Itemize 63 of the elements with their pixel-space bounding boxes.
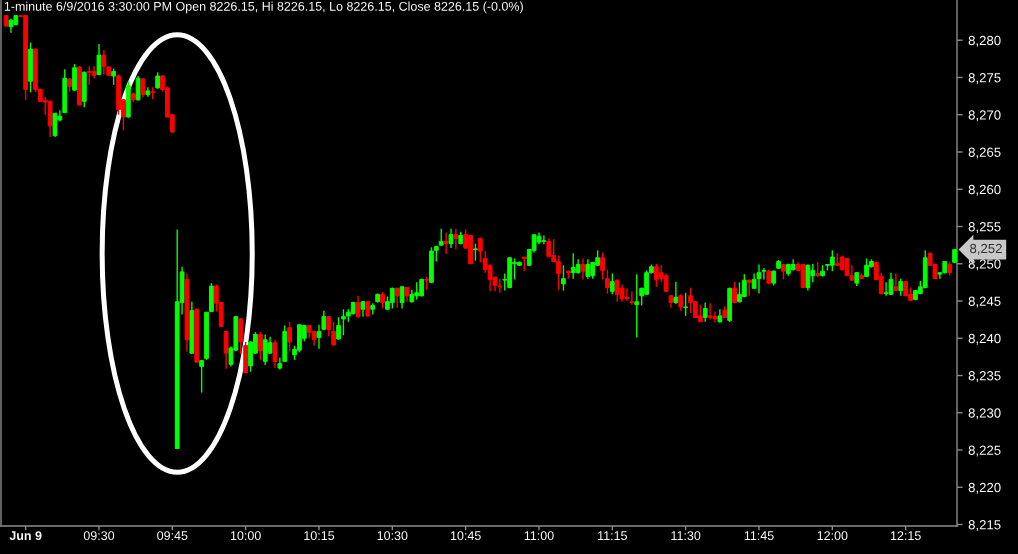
candlestick: [805, 263, 811, 292]
y-tick-label: 8,265: [968, 147, 1001, 159]
candlestick: [634, 273, 640, 339]
candlestick: [262, 333, 268, 366]
x-tick-label: 11:00: [524, 531, 554, 541]
y-tick-label: 8,215: [968, 520, 1001, 531]
x-tick-label: 12:15: [890, 531, 921, 541]
candlestick: [683, 292, 689, 317]
chart-title: 1-minute 6/9/2016 3:30:00 PM Open 8226.15, Hi 8226.15, Lo 8226.15, Close 8226.15 (-0.0%): [4, 1, 523, 14]
y-tick-label: 8,270: [968, 110, 1001, 122]
candlestick: [605, 269, 610, 295]
candlestick: [580, 257, 586, 281]
y-tick-label: 8,225: [968, 445, 1001, 457]
x-tick-label: 10:00: [230, 531, 261, 541]
candlestick: [336, 316, 341, 341]
candlestick: [140, 77, 146, 99]
candlestick: [609, 272, 615, 295]
candlestick: [101, 49, 107, 76]
x-tick-label: 11:30: [671, 531, 701, 541]
candlestick: [96, 43, 102, 76]
candlestick: [585, 258, 591, 280]
candlestick: [561, 264, 566, 292]
x-tick-label: 09:30: [83, 531, 115, 541]
candlestick: [272, 339, 278, 369]
candlestick: [673, 280, 679, 305]
y-tick-label: 8,235: [968, 371, 1001, 382]
candlestick: [624, 287, 630, 302]
x-tick-label: 10:30: [377, 531, 408, 541]
x-tick-label: Jun 9: [9, 531, 42, 541]
candlestick: [702, 301, 708, 323]
y-tick-label: 8,280: [968, 35, 1001, 47]
y-tick-label: 8,230: [968, 408, 1001, 420]
y-tick-label: 8,240: [968, 333, 1001, 345]
x-tick-label: 10:45: [450, 531, 481, 541]
candlestick: [199, 359, 205, 394]
y-tick-label: 8,245: [968, 296, 1001, 308]
candlestick: [223, 330, 229, 370]
y-tick-label: 8,255: [968, 222, 1001, 233]
candlestick: [72, 63, 77, 92]
candlestick: [477, 236, 483, 263]
candlestick: [287, 321, 293, 353]
candlestick: [829, 249, 835, 272]
candlestick: [399, 285, 405, 310]
text: 8,252: [970, 243, 1002, 255]
x-tick-label: 12:00: [817, 531, 848, 541]
candlestick: [448, 228, 454, 249]
x-tick-label: 09:45: [157, 531, 188, 541]
x-tick-label: 11:15: [598, 531, 627, 541]
candlestick: [893, 272, 899, 293]
candlestick: [453, 228, 459, 251]
candlestick: [52, 112, 58, 138]
y-tick-label: 8,250: [968, 259, 1001, 271]
x-tick-label: 10:15: [304, 531, 335, 541]
candlestick: [600, 251, 605, 281]
y-tick-label: 8,260: [968, 184, 1001, 196]
y-tick-label: 8,220: [968, 482, 1001, 494]
candlestick: [707, 302, 713, 321]
candlestick: [238, 317, 244, 355]
candlestick: [756, 263, 762, 295]
x-tick-label: 11:45: [744, 531, 774, 541]
y-tick-label: 8,275: [968, 73, 1001, 84]
candlestick: [331, 321, 337, 347]
candlestick: [257, 331, 263, 361]
